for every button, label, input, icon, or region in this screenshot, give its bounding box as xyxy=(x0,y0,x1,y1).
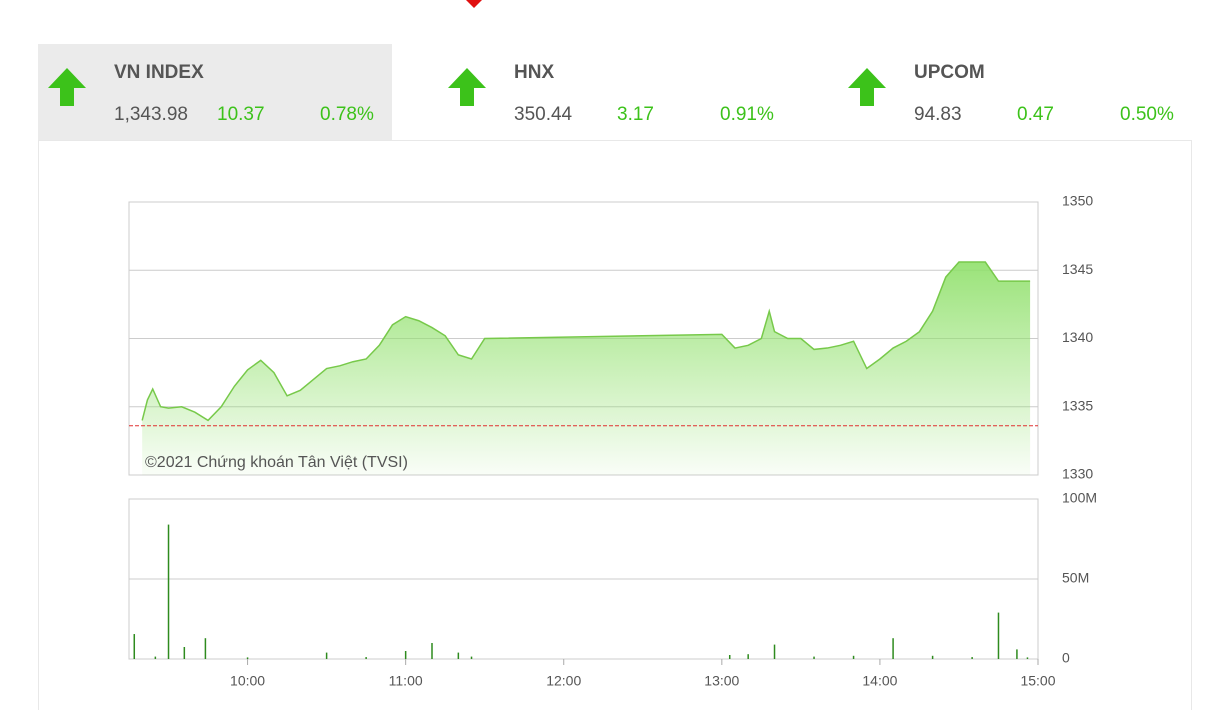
volume-bar xyxy=(431,643,433,659)
y-tick-label: 100M xyxy=(1062,490,1097,506)
y-tick-label: 1335 xyxy=(1062,397,1093,413)
x-tick-label: 11:00 xyxy=(389,673,423,689)
volume-bar xyxy=(246,657,249,659)
copyright: ©2021 Chứng khoán Tân Việt (TVSI) xyxy=(145,454,408,471)
volume-bar xyxy=(365,657,367,659)
up-arrow xyxy=(848,68,886,106)
y-tick-label: 1330 xyxy=(1062,466,1093,482)
volume-bar xyxy=(457,652,460,659)
volume-bar xyxy=(183,647,186,659)
price-area xyxy=(142,262,1031,475)
volume-bar xyxy=(747,654,749,659)
index-value: 1,343.98 xyxy=(114,104,188,125)
volume-bar xyxy=(1026,657,1029,659)
index-name: HNX xyxy=(514,62,554,83)
x-tick-label: 12:00 xyxy=(546,673,581,689)
y-tick-label: 1350 xyxy=(1062,193,1093,209)
volume-bar xyxy=(931,655,934,659)
index-name: UPCOM xyxy=(914,62,985,83)
index-percent: 0.50% xyxy=(1120,104,1174,125)
volume-bar xyxy=(997,612,1000,659)
volume-bar xyxy=(204,638,207,659)
y-tick-label: 0 xyxy=(1062,650,1070,666)
index-percent: 0.78% xyxy=(320,104,374,125)
y-tick-label: 1345 xyxy=(1062,261,1093,277)
price-line xyxy=(141,261,1031,422)
index-change: 3.17 xyxy=(617,104,654,125)
volume-bar xyxy=(154,656,157,659)
volume-bar xyxy=(133,634,136,659)
volume-bar xyxy=(813,656,815,659)
x-tick-label: 10:00 xyxy=(230,673,265,689)
volume-bar xyxy=(971,657,973,659)
volume-bar xyxy=(773,644,776,659)
index-change: 0.47 xyxy=(1017,104,1054,125)
index-name: VN INDEX xyxy=(114,62,204,83)
marker xyxy=(466,0,482,8)
up-arrow xyxy=(448,68,486,106)
y-tick-label: 1340 xyxy=(1062,329,1093,345)
volume-bar xyxy=(892,638,894,659)
x-tick-label: 13:00 xyxy=(704,673,739,689)
active-tab[interactable] xyxy=(38,44,392,140)
volume-bar xyxy=(728,655,731,659)
volume-bar xyxy=(167,524,170,659)
index-percent: 0.91% xyxy=(720,104,774,125)
up-arrow xyxy=(48,68,86,106)
volume-bar xyxy=(325,652,328,659)
x-tick-label: 15:00 xyxy=(1020,673,1055,689)
volume-bar xyxy=(852,655,855,659)
volume-bar xyxy=(404,651,407,659)
x-tick-label: 14:00 xyxy=(862,673,897,689)
panel xyxy=(38,140,1192,715)
index-value: 350.44 xyxy=(514,104,573,125)
volume-bar xyxy=(470,656,473,659)
y-tick-label: 50M xyxy=(1062,570,1089,586)
volume-bar xyxy=(1016,649,1018,659)
index-value: 94.83 xyxy=(914,104,962,125)
index-change: 10.37 xyxy=(217,104,265,125)
